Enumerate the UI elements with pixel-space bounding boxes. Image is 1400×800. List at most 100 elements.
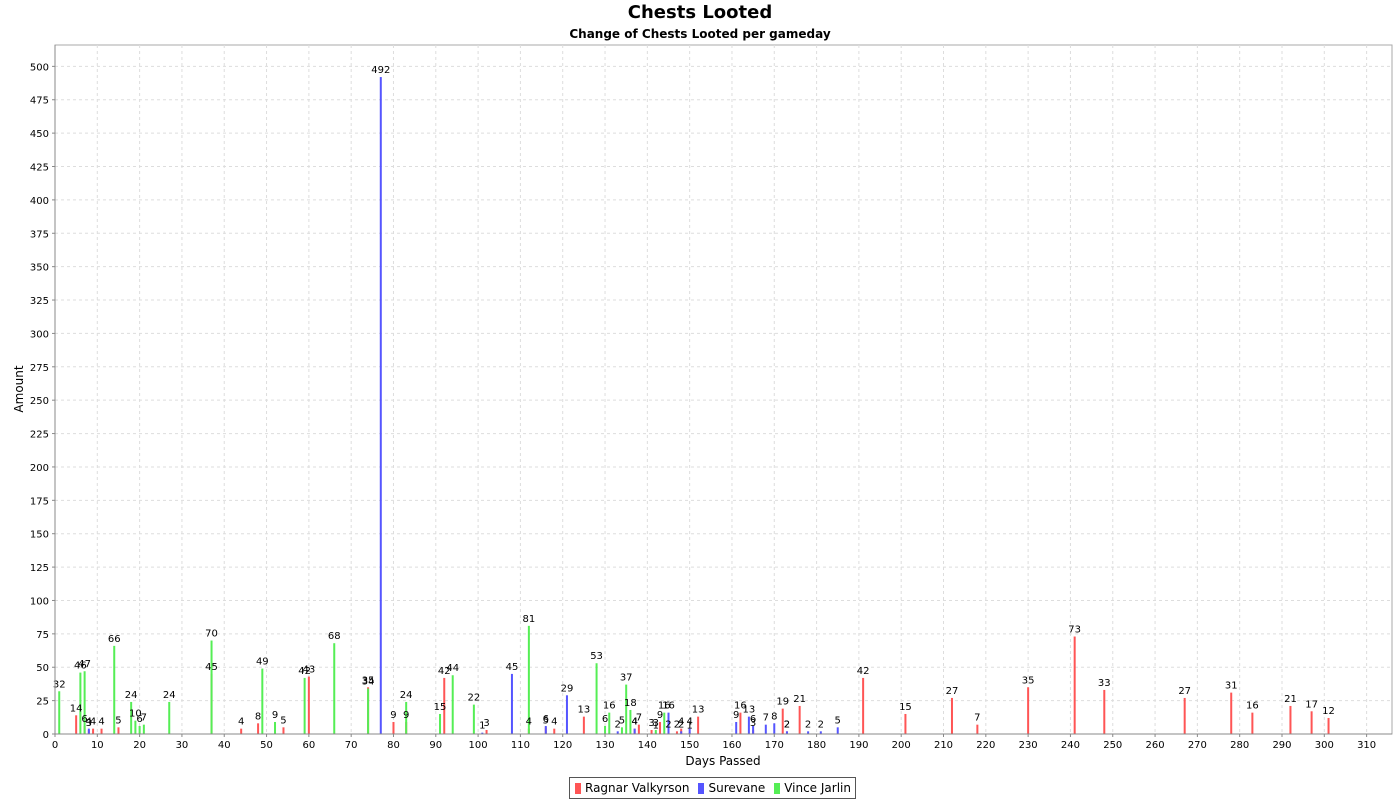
data-label: 5 — [543, 715, 549, 726]
data-label: 3 — [648, 718, 654, 729]
data-label: 4 — [678, 717, 684, 728]
data-label: 45 — [506, 662, 519, 673]
data-label: 29 — [561, 683, 574, 694]
bar — [950, 697, 953, 734]
data-label: 7 — [141, 713, 147, 724]
data-label: 4 — [526, 717, 532, 728]
bar — [257, 723, 260, 734]
bar — [439, 713, 442, 734]
data-label: 21 — [1284, 694, 1297, 705]
data-label: 66 — [108, 634, 121, 645]
x-tick-label: 190 — [849, 740, 868, 751]
bar — [138, 725, 141, 734]
y-tick-label: 100 — [30, 596, 49, 607]
data-label: 16 — [734, 701, 747, 712]
bar — [807, 731, 810, 734]
legend-swatch-surevane — [698, 782, 705, 794]
y-tick-label: 150 — [30, 530, 49, 541]
data-label: 37 — [620, 673, 633, 684]
y-tick-label: 125 — [30, 563, 49, 574]
data-label: 16 — [603, 701, 616, 712]
data-label: 4 — [238, 717, 244, 728]
bar — [451, 675, 454, 734]
x-tick-label: 160 — [722, 740, 741, 751]
bar — [1310, 711, 1313, 734]
legend-item-ragnar-valkyrson: Ragnar Valkyrson — [572, 781, 689, 795]
x-tick-label: 40 — [218, 740, 231, 751]
data-label: 34 — [362, 677, 375, 688]
bar — [367, 688, 370, 734]
data-label: 13 — [578, 705, 591, 716]
y-tick-label: 375 — [30, 229, 49, 240]
x-tick-label: 220 — [976, 740, 995, 751]
y-tick-label: 350 — [30, 263, 49, 274]
data-label: 9 — [272, 710, 278, 721]
x-tick-label: 50 — [260, 740, 273, 751]
bar — [379, 77, 382, 734]
bar — [781, 708, 784, 734]
y-tick-label: 450 — [30, 129, 49, 140]
data-label: 5 — [115, 715, 121, 726]
tick-labels: 0 10 20 30 40 50 60 70 80 90 100 110 120 130 140 150 160… — [30, 62, 1376, 751]
bar — [210, 640, 213, 734]
bar — [303, 677, 306, 734]
data-label: 24 — [163, 690, 176, 701]
x-tick-label: 90 — [429, 740, 442, 751]
y-tick-label: 25 — [36, 697, 49, 708]
bar — [747, 716, 750, 734]
y-tick-label: 500 — [30, 62, 49, 73]
bar — [58, 691, 61, 734]
legend-label: Vince Jarlin — [784, 781, 851, 795]
bar — [1230, 692, 1233, 734]
bar — [582, 716, 585, 734]
bar — [1251, 712, 1254, 734]
x-tick-label: 210 — [934, 740, 953, 751]
bar — [1073, 636, 1076, 734]
x-tick-label: 180 — [807, 740, 826, 751]
x-tick-label: 80 — [387, 740, 400, 751]
data-label: 14 — [70, 703, 83, 714]
y-tick-label: 75 — [36, 630, 49, 641]
y-tick-label: 225 — [30, 430, 49, 441]
x-tick-label: 240 — [1061, 740, 1080, 751]
legend: Ragnar Valkyrson Surevane Vince Jarlin — [569, 777, 856, 799]
data-label: 1 — [479, 721, 485, 732]
data-label: 81 — [523, 614, 536, 625]
x-tick-label: 200 — [892, 740, 911, 751]
data-label: 1 — [686, 721, 692, 732]
data-label: 22 — [468, 693, 481, 704]
data-label: 9 — [733, 710, 739, 721]
x-tick-label: 130 — [595, 740, 614, 751]
data-label: 1 — [653, 721, 659, 732]
y-tick-label: 425 — [30, 163, 49, 174]
bar — [392, 721, 395, 734]
bar — [650, 729, 653, 734]
y-tick-label: 175 — [30, 496, 49, 507]
x-tick-label: 60 — [302, 740, 315, 751]
bar — [544, 725, 547, 734]
chart-title: Chests Looted — [627, 2, 773, 23]
data-label: 5 — [619, 715, 625, 726]
data-label: 16 — [662, 701, 675, 712]
bar — [100, 728, 103, 734]
bar — [1289, 705, 1292, 734]
bar — [629, 709, 632, 734]
bar — [735, 721, 738, 734]
bar — [764, 724, 767, 734]
bar — [527, 625, 530, 734]
x-tick-label: 300 — [1315, 740, 1334, 751]
data-label: 4 — [86, 717, 92, 728]
data-label: 4 — [551, 717, 557, 728]
data-label: 3 — [653, 718, 659, 729]
data-label: 17 — [1305, 699, 1318, 710]
bar — [798, 705, 801, 734]
bar — [752, 725, 755, 734]
bar — [654, 729, 657, 734]
x-tick-label: 150 — [680, 740, 699, 751]
data-label: 15 — [899, 702, 912, 713]
data-label: 15 — [434, 702, 447, 713]
x-tick-label: 110 — [511, 740, 530, 751]
bar — [130, 701, 133, 734]
data-label: 492 — [371, 65, 390, 76]
